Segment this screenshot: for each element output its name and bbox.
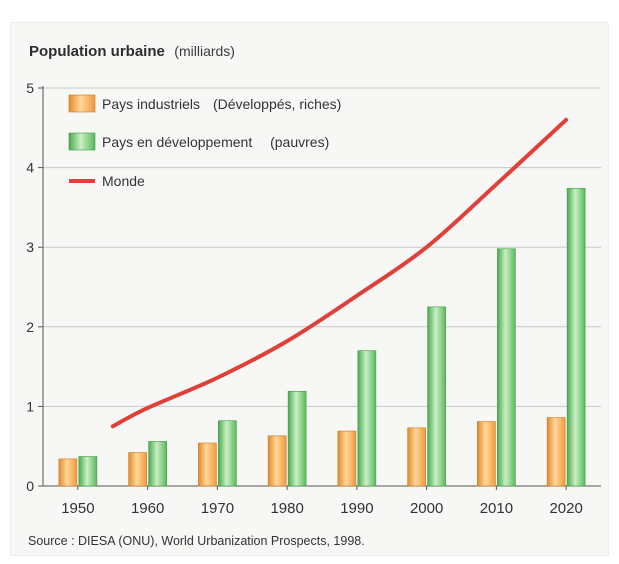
y-tick-label-5: 5 bbox=[26, 80, 34, 96]
y-tick-label-4: 4 bbox=[26, 160, 34, 176]
chart-title-unit: (milliards) bbox=[174, 43, 235, 59]
line-world bbox=[110, 117, 569, 429]
bar-pays-en-developpement-2020 bbox=[566, 187, 586, 487]
legend-label-world: Monde bbox=[102, 173, 145, 189]
bar-pays-en-developpement-1950 bbox=[78, 456, 98, 487]
urban-population-chart: Population urbaine (milliards) 0 1 2 3 4 5 19… bbox=[26, 43, 601, 548]
bar-pays-industriels-1950 bbox=[58, 458, 78, 487]
legend-developing-note: (pauvres) bbox=[270, 134, 329, 150]
bar-pays-industriels-1970 bbox=[198, 442, 217, 487]
bar-pays-en-developpement-1980 bbox=[287, 390, 307, 487]
x-axis-ticks: 1950 1960 1970 1980 1990 2000 2010 2020 bbox=[61, 486, 583, 517]
bar-pays-en-developpement-1990 bbox=[357, 350, 377, 487]
source-note: Source : DIESA (ONU), World Urbanization… bbox=[28, 534, 365, 548]
legend-item-world: Monde bbox=[69, 173, 145, 189]
bar-pays-industriels-2000 bbox=[407, 427, 426, 487]
y-tick-label-2: 2 bbox=[26, 319, 34, 335]
y-axis-ticks: 0 1 2 3 4 5 bbox=[26, 80, 43, 494]
legend-item-developing: Pays en développement (pauvres) bbox=[68, 132, 329, 151]
bar-pays-industriels-2010 bbox=[477, 421, 496, 487]
y-tick-label-3: 3 bbox=[26, 239, 34, 255]
chart-card: Population urbaine (milliards) 0 1 2 3 4 5 19… bbox=[10, 22, 609, 556]
legend-label-industrial: Pays industriels (Développés, riches) bbox=[102, 96, 341, 112]
bar-pays-en-developpement-1970 bbox=[218, 420, 237, 487]
series-lines bbox=[110, 117, 569, 429]
x-tick-label-1950: 1950 bbox=[61, 500, 94, 517]
chart-title-main: Population urbaine bbox=[29, 43, 165, 60]
legend-developing-name: Pays en développement bbox=[102, 134, 252, 150]
bar-pays-en-developpement-2000 bbox=[427, 306, 446, 487]
bar-pays-en-developpement-1960 bbox=[148, 441, 167, 487]
legend-label-developing: Pays en développement (pauvres) bbox=[102, 134, 329, 150]
bar-pays-industriels-2020 bbox=[546, 417, 566, 487]
legend-industrial-name: Pays industriels bbox=[102, 96, 200, 112]
y-tick-label-0: 0 bbox=[26, 478, 34, 494]
x-tick-label-1990: 1990 bbox=[340, 500, 373, 517]
x-tick-label-1960: 1960 bbox=[131, 500, 164, 517]
legend-item-industrial: Pays industriels (Développés, riches) bbox=[68, 94, 341, 113]
legend-swatch-industrial bbox=[68, 94, 96, 113]
legend: Pays industriels (Développés, riches) Pa… bbox=[68, 94, 341, 189]
x-tick-label-2020: 2020 bbox=[549, 500, 582, 517]
bar-pays-industriels-1980 bbox=[267, 435, 287, 487]
chart-title: Population urbaine (milliards) bbox=[29, 43, 235, 60]
legend-swatch-developing bbox=[68, 132, 96, 151]
bar-pays-industriels-1960 bbox=[128, 452, 147, 487]
bar-pays-en-developpement-2010 bbox=[497, 248, 516, 487]
bars bbox=[58, 187, 586, 487]
legend-industrial-note: (Développés, riches) bbox=[213, 96, 341, 112]
bar-pays-industriels-1990 bbox=[337, 430, 357, 487]
x-tick-label-2010: 2010 bbox=[480, 500, 513, 517]
x-tick-label-2000: 2000 bbox=[410, 500, 443, 517]
y-tick-label-1: 1 bbox=[26, 398, 34, 414]
x-tick-label-1970: 1970 bbox=[201, 500, 234, 517]
x-tick-label-1980: 1980 bbox=[270, 500, 303, 517]
